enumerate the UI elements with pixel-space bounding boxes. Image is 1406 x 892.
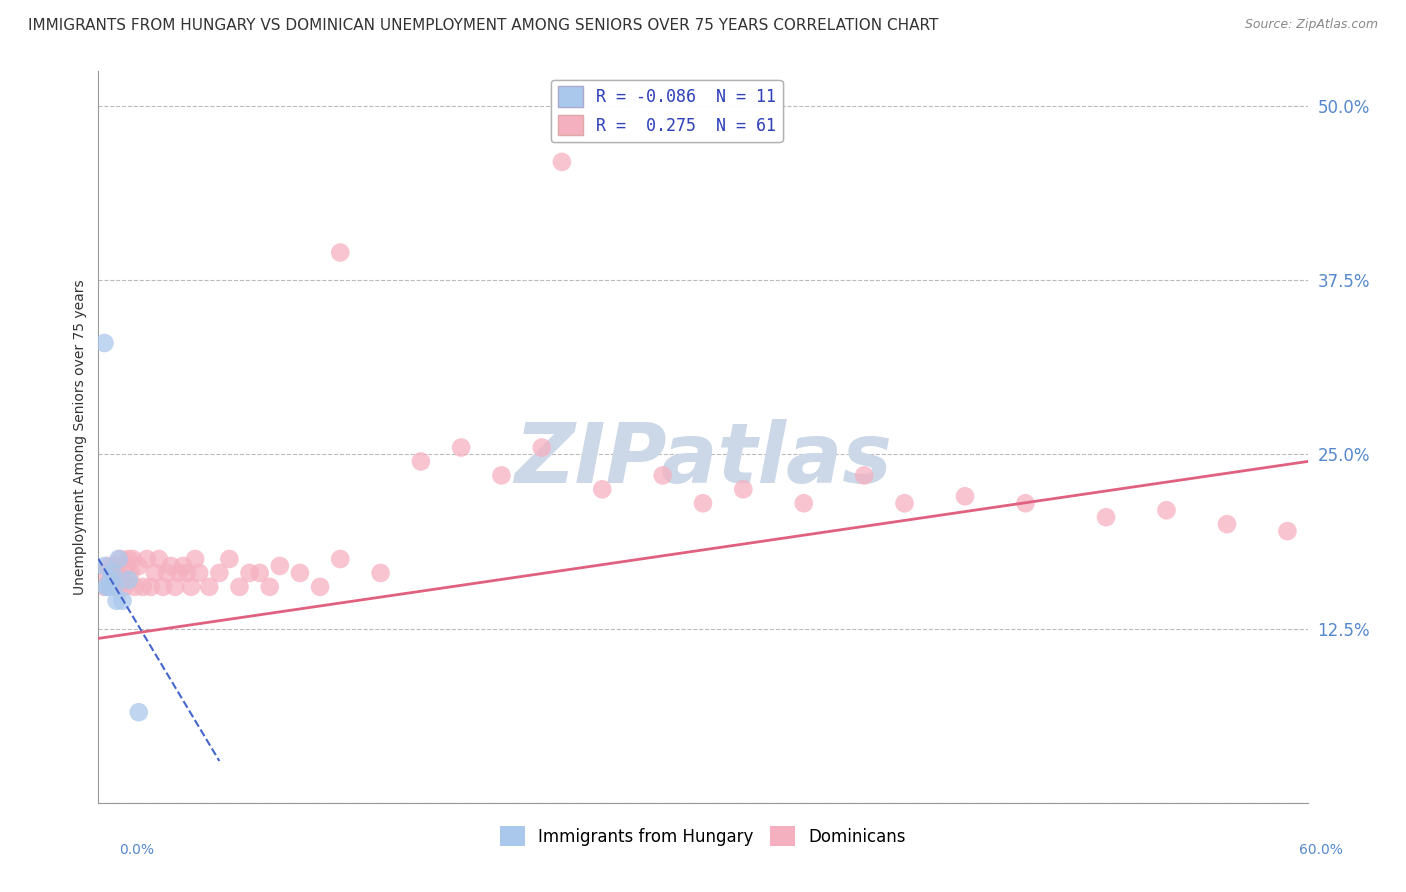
Point — [132, 580, 155, 594]
Point — [120, 566, 142, 580]
Point — [103, 558, 125, 573]
Point — [288, 566, 311, 580]
Point — [1156, 503, 1178, 517]
Point — [269, 558, 291, 573]
Point — [259, 580, 281, 594]
Point — [97, 558, 120, 573]
Point — [591, 483, 613, 497]
Point — [111, 573, 134, 587]
Text: 60.0%: 60.0% — [1299, 843, 1343, 857]
Point — [103, 580, 125, 594]
Point — [121, 552, 143, 566]
Point — [93, 558, 115, 573]
Point — [115, 558, 138, 573]
Point — [1095, 510, 1118, 524]
Point — [551, 155, 574, 169]
Point — [101, 566, 124, 580]
Point — [953, 489, 976, 503]
Point — [107, 580, 129, 594]
Point — [114, 580, 136, 594]
Point — [1014, 496, 1036, 510]
Point — [135, 552, 157, 566]
Point — [124, 580, 146, 594]
Point — [239, 566, 262, 580]
Point — [893, 496, 915, 510]
Point — [692, 496, 714, 510]
Point — [450, 441, 472, 455]
Point — [143, 566, 166, 580]
Point — [180, 580, 202, 594]
Point — [329, 552, 352, 566]
Text: 0.0%: 0.0% — [120, 843, 155, 857]
Point — [105, 566, 128, 580]
Point — [97, 580, 120, 594]
Point — [100, 573, 122, 587]
Point — [409, 454, 432, 468]
Point — [111, 594, 134, 608]
Point — [1216, 517, 1239, 532]
Point — [530, 441, 553, 455]
Point — [96, 566, 118, 580]
Point — [93, 580, 115, 594]
Point — [128, 558, 150, 573]
Point — [733, 483, 755, 497]
Point — [167, 566, 190, 580]
Point — [93, 336, 115, 351]
Point — [160, 558, 183, 573]
Point — [228, 580, 250, 594]
Point — [101, 580, 124, 594]
Point — [198, 580, 221, 594]
Point — [309, 580, 332, 594]
Point — [853, 468, 876, 483]
Text: ZIPatlas: ZIPatlas — [515, 418, 891, 500]
Point — [96, 580, 118, 594]
Point — [172, 558, 194, 573]
Point — [491, 468, 513, 483]
Point — [176, 566, 198, 580]
Y-axis label: Unemployment Among Seniors over 75 years: Unemployment Among Seniors over 75 years — [73, 279, 87, 595]
Point — [139, 580, 162, 594]
Point — [1277, 524, 1299, 538]
Point — [118, 573, 141, 587]
Point — [107, 552, 129, 566]
Point — [249, 566, 271, 580]
Text: IMMIGRANTS FROM HUNGARY VS DOMINICAN UNEMPLOYMENT AMONG SENIORS OVER 75 YEARS CO: IMMIGRANTS FROM HUNGARY VS DOMINICAN UNE… — [28, 18, 938, 33]
Point — [110, 552, 132, 566]
Point — [651, 468, 673, 483]
Point — [163, 580, 186, 594]
Point — [184, 552, 207, 566]
Point — [148, 552, 170, 566]
Point — [100, 573, 122, 587]
Point — [105, 594, 128, 608]
Point — [218, 552, 240, 566]
Legend: R = -0.086  N = 11, R =  0.275  N = 61: R = -0.086 N = 11, R = 0.275 N = 61 — [551, 79, 783, 142]
Point — [188, 566, 211, 580]
Point — [370, 566, 392, 580]
Text: Source: ZipAtlas.com: Source: ZipAtlas.com — [1244, 18, 1378, 31]
Point — [128, 705, 150, 719]
Point — [793, 496, 815, 510]
Point — [208, 566, 231, 580]
Point — [329, 245, 352, 260]
Point — [156, 566, 179, 580]
Point — [152, 580, 174, 594]
Point — [118, 552, 141, 566]
